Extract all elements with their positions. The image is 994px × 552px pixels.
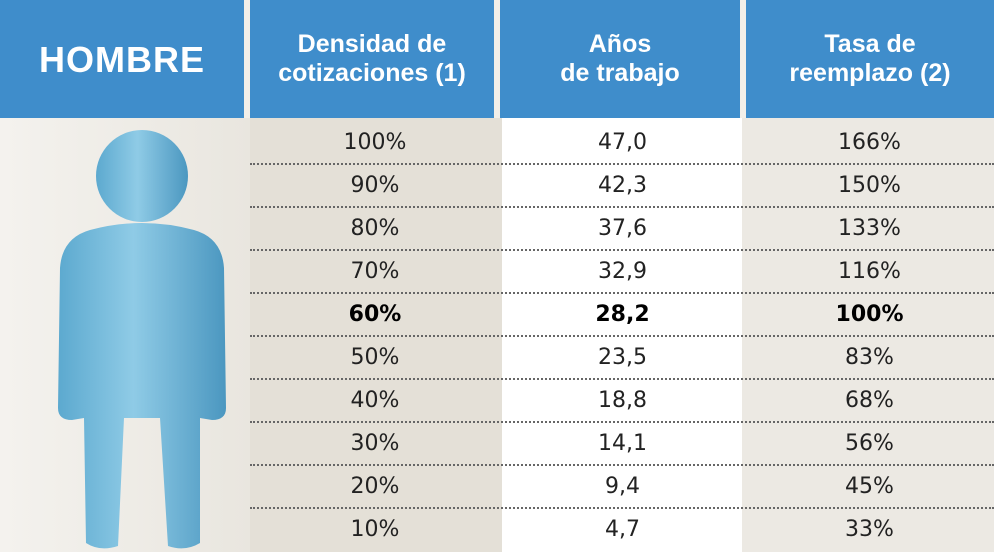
table-cell: 68%	[745, 380, 994, 421]
table-cell: 50%	[250, 337, 500, 378]
header-text: reemplazo (2)	[789, 59, 950, 88]
table-cell: 45%	[745, 466, 994, 507]
table-cell: 133%	[745, 208, 994, 249]
header-text: de trabajo	[560, 59, 679, 88]
header-text: Años	[589, 30, 652, 59]
table-cell: 37,6	[505, 208, 740, 249]
table-cell: 60%	[250, 294, 500, 335]
table-cell: 100%	[745, 294, 994, 335]
figure-body	[58, 223, 226, 548]
table-cell: 33%	[745, 509, 994, 550]
table-cell: 14,1	[505, 423, 740, 464]
header-text: Densidad de	[298, 30, 447, 59]
header-cell: HOMBRE	[0, 0, 244, 118]
header-text: HOMBRE	[39, 45, 205, 74]
table-cell: 166%	[745, 122, 994, 163]
table-cell: 20%	[250, 466, 500, 507]
table-cell: 100%	[250, 122, 500, 163]
infographic: HOMBRE Densidad decotizaciones (1) Añosd…	[0, 0, 994, 552]
table-cell: 9,4	[505, 466, 740, 507]
table-cell: 28,2	[505, 294, 740, 335]
table-cell: 47,0	[505, 122, 740, 163]
table-cell: 90%	[250, 165, 500, 206]
table-cell: 23,5	[505, 337, 740, 378]
table-cell: 83%	[745, 337, 994, 378]
header-text: Tasa de	[824, 30, 915, 59]
table-cell: 40%	[250, 380, 500, 421]
table-cell: 10%	[250, 509, 500, 550]
table-cell: 42,3	[505, 165, 740, 206]
table-cell: 80%	[250, 208, 500, 249]
table-cell: 30%	[250, 423, 500, 464]
table-cell: 70%	[250, 251, 500, 292]
figure-head	[96, 130, 188, 222]
table-cell: 150%	[745, 165, 994, 206]
table-cell: 56%	[745, 423, 994, 464]
table-cell: 32,9	[505, 251, 740, 292]
person-figure	[0, 118, 250, 552]
table-cell: 4,7	[505, 509, 740, 550]
table-cell: 18,8	[505, 380, 740, 421]
table-cell: 116%	[745, 251, 994, 292]
header-text: cotizaciones (1)	[278, 59, 466, 88]
